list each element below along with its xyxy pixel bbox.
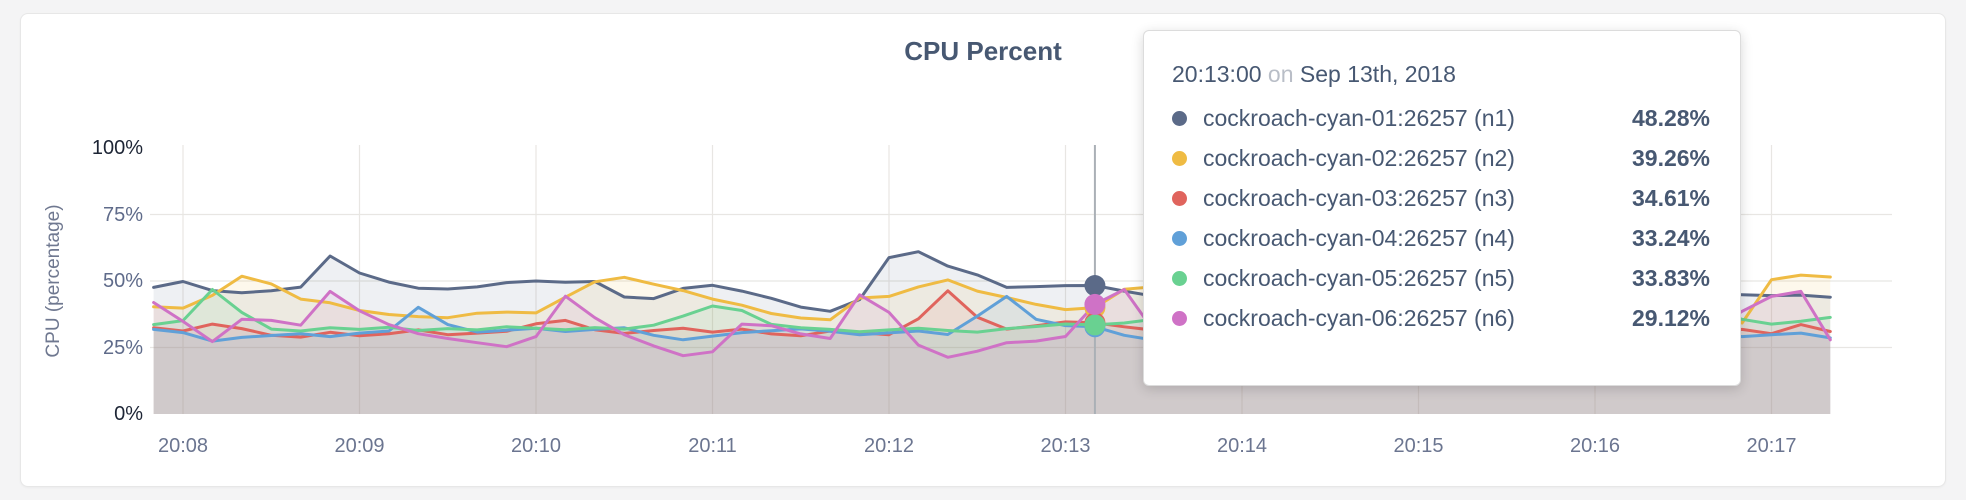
x-tick-label: 20:17 xyxy=(1746,435,1797,457)
x-tick-label: 20:10 xyxy=(510,435,562,457)
series-color-dot-icon xyxy=(1172,150,1187,166)
x-tick-label: 20:16 xyxy=(1569,435,1621,457)
x-tick-label: 20:09 xyxy=(334,435,385,457)
series-value: 29.12% xyxy=(1631,304,1710,331)
series-name: cockroach-cyan-03:26257 (n3) xyxy=(1203,184,1515,211)
y-tick-label: 0% xyxy=(114,403,143,425)
x-tick-label: 20:11 xyxy=(688,435,737,457)
hover-point-dot xyxy=(1084,275,1106,297)
y-tick-label: 50% xyxy=(102,270,143,292)
series-name: cockroach-cyan-06:26257 (n6) xyxy=(1203,304,1515,331)
tooltip-on-word: on xyxy=(1267,61,1294,87)
series-name: cockroach-cyan-02:26257 (n2) xyxy=(1203,144,1515,171)
series-value: 33.24% xyxy=(1631,224,1710,251)
tooltip-row: cockroach-cyan-01:26257 (n1) 48.28% xyxy=(1172,98,1710,138)
tooltip-row: cockroach-cyan-06:26257 (n6) 29.12% xyxy=(1172,298,1710,338)
series-name: cockroach-cyan-04:26257 (n4) xyxy=(1203,224,1515,251)
series-value: 34.61% xyxy=(1631,184,1710,211)
tooltip-row: cockroach-cyan-02:26257 (n2) 39.26% xyxy=(1172,138,1710,178)
y-tick-label: 100% xyxy=(91,137,143,159)
x-tick-label: 20:14 xyxy=(1216,435,1268,457)
series-value: 33.83% xyxy=(1631,264,1710,291)
tooltip-row: cockroach-cyan-05:26257 (n5) 33.83% xyxy=(1172,258,1710,298)
x-tick-label: 20:15 xyxy=(1393,435,1444,457)
hover-point-dot xyxy=(1084,293,1106,315)
hover-point-dot xyxy=(1084,314,1106,336)
tooltip-time: 20:13:00 xyxy=(1172,61,1262,87)
y-tick-label: 25% xyxy=(102,336,143,359)
tooltip-row: cockroach-cyan-04:26257 (n4) 33.24% xyxy=(1172,218,1710,258)
y-tick-label: 75% xyxy=(102,203,143,226)
series-value: 48.28% xyxy=(1631,104,1710,131)
x-tick-label: 20:12 xyxy=(863,435,915,457)
tooltip-row: cockroach-cyan-03:26257 (n3) 34.61% xyxy=(1172,178,1710,218)
x-tick-label: 20:08 xyxy=(157,435,209,457)
series-color-dot-icon xyxy=(1172,230,1187,246)
chart-title: CPU Percent xyxy=(904,36,1062,66)
series-name: cockroach-cyan-05:26257 (n5) xyxy=(1203,264,1515,291)
series-value: 39.26% xyxy=(1631,144,1710,171)
series-color-dot-icon xyxy=(1172,110,1187,126)
series-color-dot-icon xyxy=(1172,270,1187,286)
x-tick-label: 20:13 xyxy=(1040,435,1091,457)
tooltip-header: 20:13:00 on Sep 13th, 2018 xyxy=(1172,61,1710,88)
tooltip-date: Sep 13th, 2018 xyxy=(1299,61,1456,87)
series-color-dot-icon xyxy=(1172,190,1187,206)
series-color-dot-icon xyxy=(1172,310,1187,326)
hover-tooltip: 20:13:00 on Sep 13th, 2018 cockroach-cya… xyxy=(1143,30,1741,386)
series-name: cockroach-cyan-01:26257 (n1) xyxy=(1203,104,1515,131)
